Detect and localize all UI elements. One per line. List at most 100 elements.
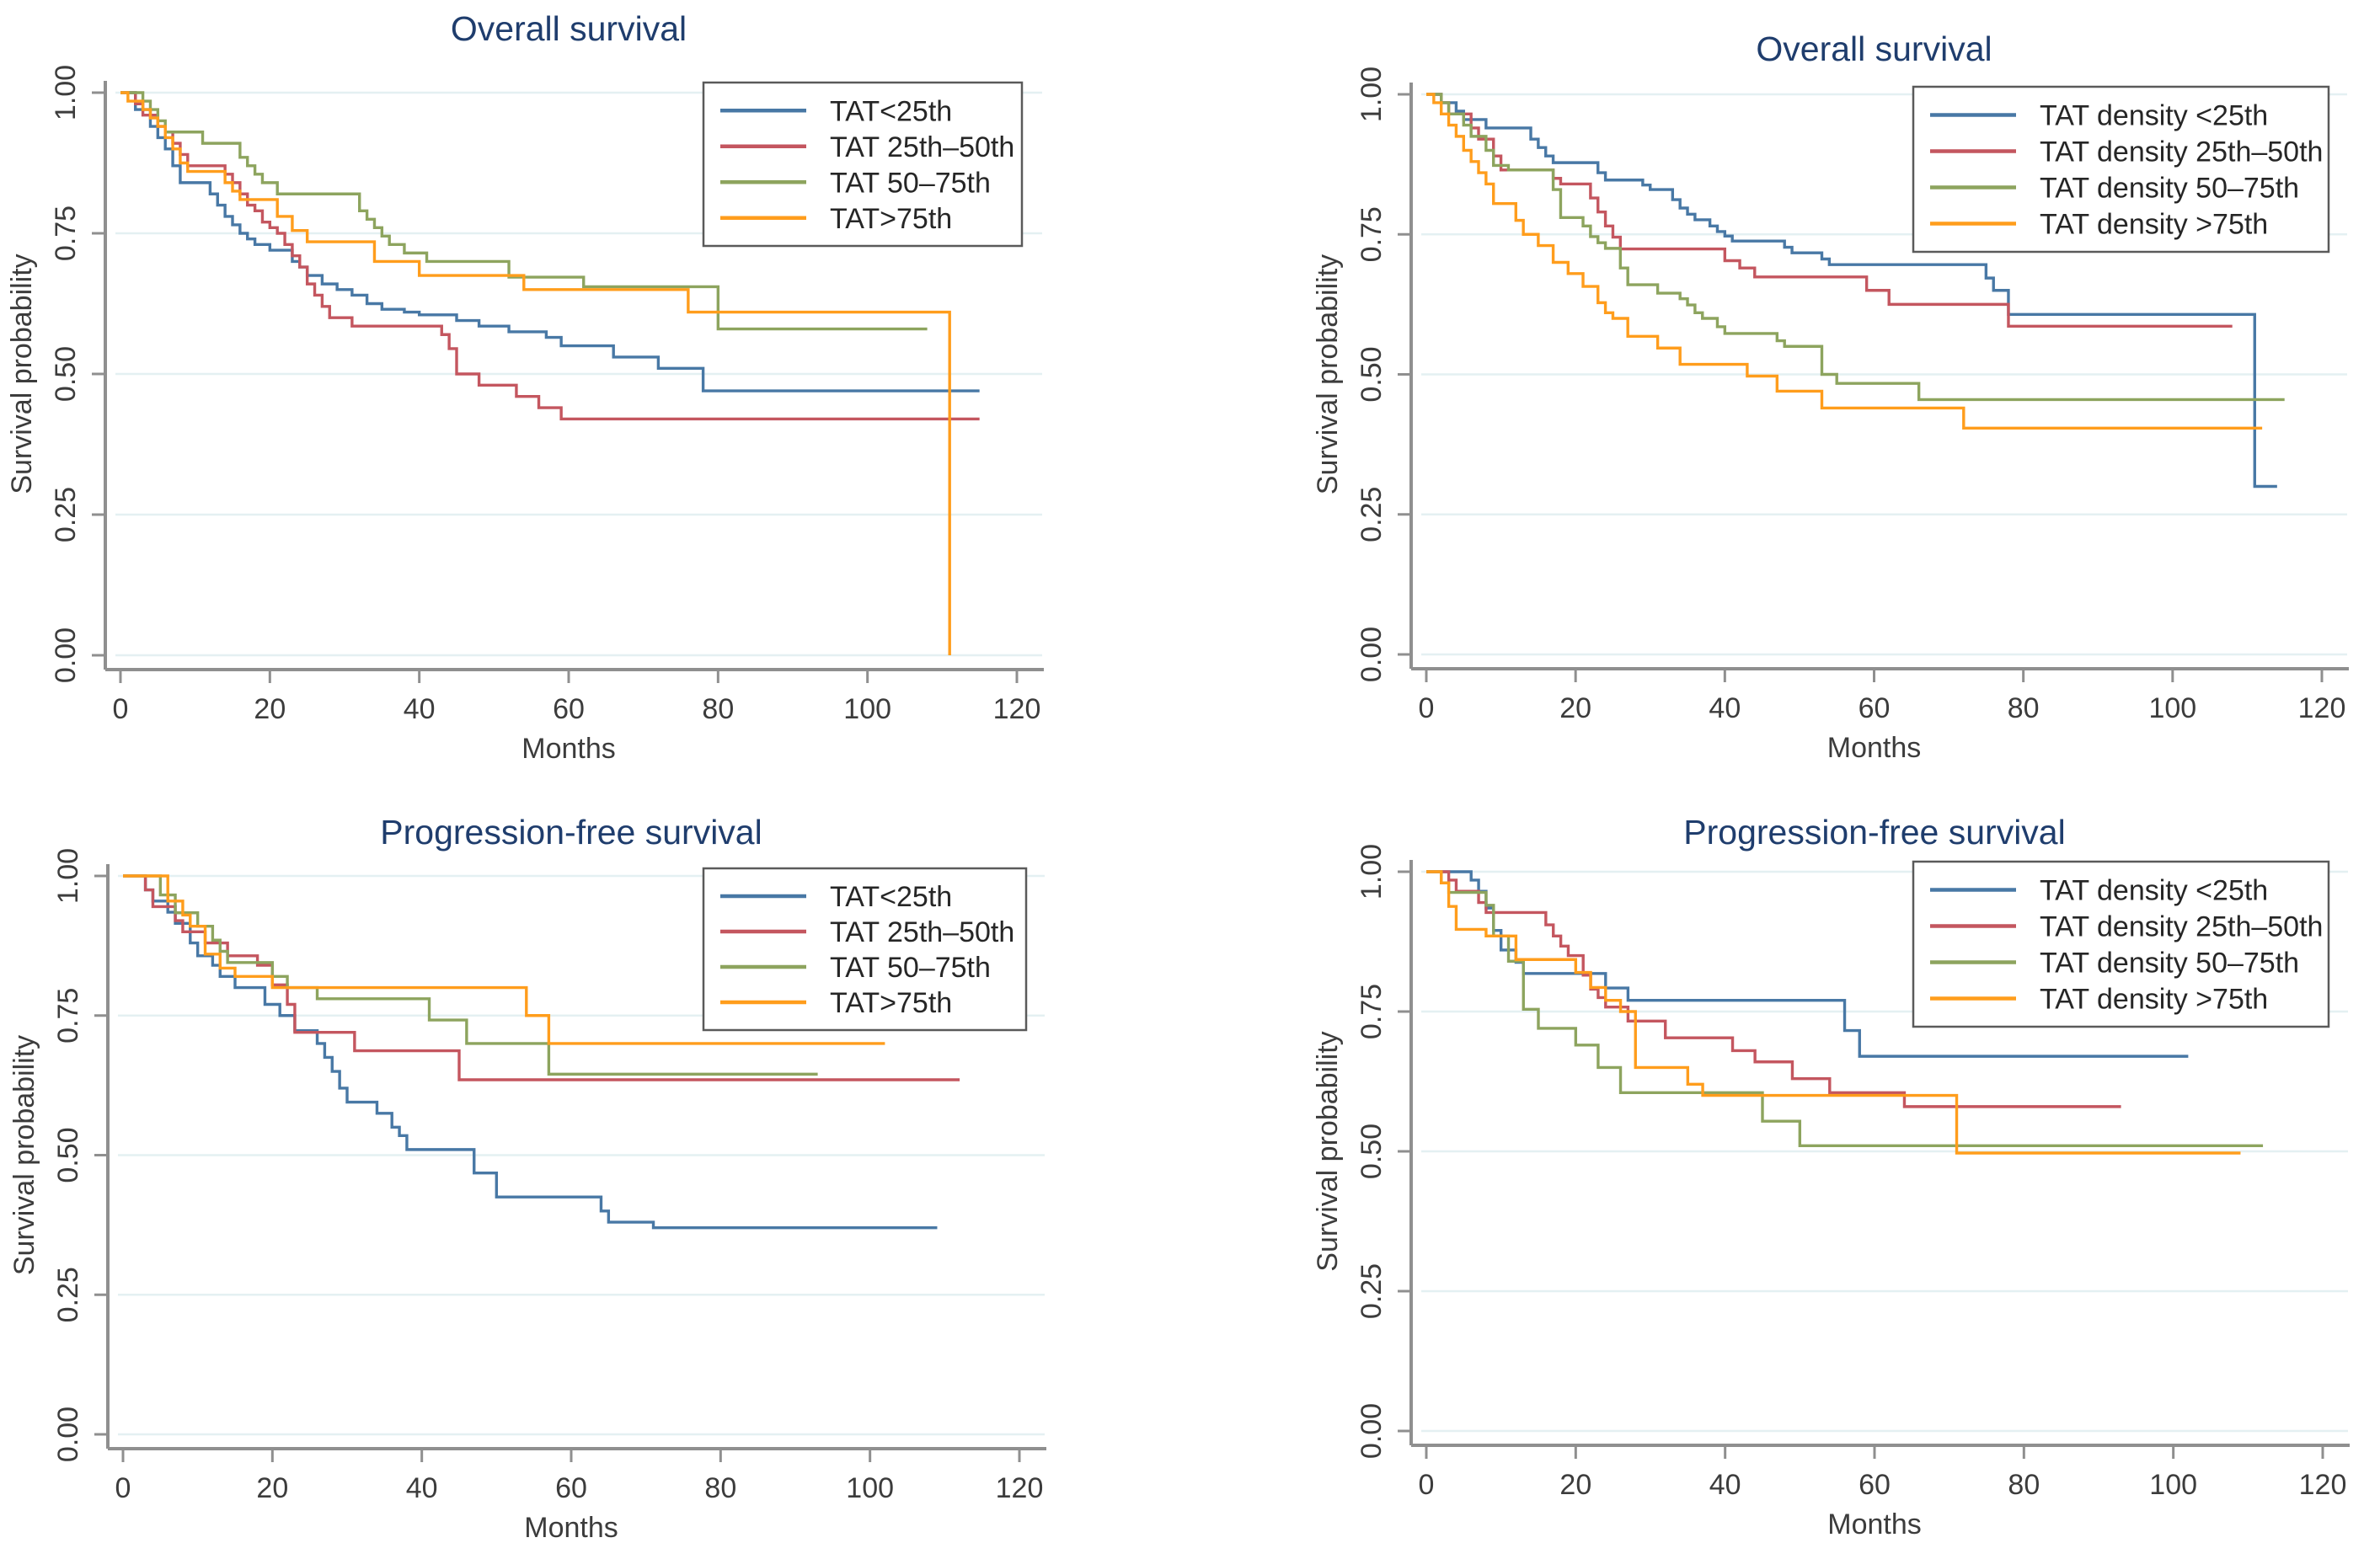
y-tick-label: 0.50 bbox=[1356, 1124, 1388, 1179]
y-tick-label: 0.00 bbox=[52, 1407, 84, 1462]
legend-label: TAT<25th bbox=[830, 881, 952, 913]
y-tick-label: 0.00 bbox=[50, 627, 82, 683]
x-tick-label: 40 bbox=[1709, 692, 1741, 724]
km-chart-os-by-tat: 0.00 0.25 0.50 0.75 1.00 0 20 40 60 80 100 120 Month… bbox=[6, 9, 1044, 765]
y-tick-label: 0.00 bbox=[1356, 1403, 1388, 1459]
x-tick-label: 100 bbox=[846, 1472, 894, 1504]
legend-item: TAT<25th bbox=[720, 95, 952, 127]
legend-item: TAT density >75th bbox=[1930, 984, 2268, 1016]
km-chart-os-by-tat-density: 0.00 0.25 0.50 0.75 1.00 0 20 40 60 80 100 120 Month… bbox=[1312, 29, 2349, 764]
panel-overall-survival-by-tat-density: 0.00 0.25 0.50 0.75 1.00 0 20 40 60 80 100 120 Month… bbox=[1190, 0, 2380, 772]
y-tick-label: 0.75 bbox=[1356, 984, 1388, 1039]
legend-item: TAT density 25th–50th bbox=[1930, 136, 2323, 168]
x-tick-label: 40 bbox=[404, 693, 436, 725]
y-tick-label: 1.00 bbox=[52, 848, 84, 904]
x-axis-label: Months bbox=[521, 733, 616, 765]
km-curve-green bbox=[123, 874, 818, 1076]
km-curve-red bbox=[1426, 93, 2233, 328]
legend-label: TAT 25th–50th bbox=[830, 916, 1014, 948]
km-chart-pfs-by-tat-density: 0.00 0.25 0.50 0.75 1.00 0 20 40 60 80 100 120 Month… bbox=[1312, 813, 2350, 1540]
legend-label: TAT>75th bbox=[830, 987, 952, 1019]
y-axis-label: Survival probability bbox=[6, 254, 38, 494]
legend: TAT<25th TAT 25th–50th TAT 50–75th TAT>75th bbox=[702, 81, 1024, 248]
y-tick-label: 1.00 bbox=[1356, 844, 1388, 900]
legend-item: TAT density 25th–50th bbox=[1930, 911, 2323, 943]
x-tick-label: 60 bbox=[1859, 692, 1891, 724]
legend-label: TAT density 25th–50th bbox=[2040, 136, 2323, 168]
legend-item: TAT 50–75th bbox=[720, 167, 991, 199]
legend: TAT density <25th TAT density 25th–50th TA… bbox=[1912, 85, 2330, 254]
x-tick-label: 20 bbox=[254, 693, 286, 725]
legend-item: TAT 25th–50th bbox=[720, 131, 1014, 163]
x-tick-label: 60 bbox=[553, 693, 585, 725]
y-tick-label: 0.25 bbox=[52, 1267, 84, 1322]
km-curve-orange bbox=[120, 91, 951, 655]
x-axis-label: Months bbox=[524, 1512, 618, 1543]
x-tick-label: 80 bbox=[702, 693, 734, 725]
x-tick-label: 120 bbox=[996, 1472, 1044, 1504]
chart-title: Progression-free survival bbox=[1683, 813, 2065, 852]
x-axis-label: Months bbox=[1827, 1508, 1922, 1540]
x-tick-label: 100 bbox=[2148, 692, 2196, 724]
x-tick-label: 0 bbox=[115, 1472, 131, 1504]
legend-item: TAT density <25th bbox=[1930, 875, 2268, 907]
panel-progression-free-survival-by-tat: 0.00 0.25 0.50 0.75 1.00 0 20 40 60 80 100 120 Month… bbox=[0, 772, 1190, 1543]
y-tick-label: 0.75 bbox=[1356, 206, 1388, 262]
y-tick-label: 0.75 bbox=[50, 206, 82, 261]
x-tick-label: 40 bbox=[1709, 1469, 1741, 1501]
legend-item: TAT 50–75th bbox=[720, 952, 991, 984]
x-tick-label: 120 bbox=[2298, 692, 2346, 724]
y-tick-label: 1.00 bbox=[1356, 67, 1388, 122]
legend-item: TAT<25th bbox=[720, 881, 952, 913]
legend-label: TAT density 50–75th bbox=[2040, 948, 2299, 980]
km-curve-green bbox=[1426, 93, 2285, 402]
legend-item: TAT density 50–75th bbox=[1930, 948, 2299, 980]
km-chart-pfs-by-tat: 0.00 0.25 0.50 0.75 1.00 0 20 40 60 80 100 120 Month… bbox=[8, 813, 1046, 1543]
x-tick-label: 0 bbox=[1419, 692, 1435, 724]
legend-label: TAT density >75th bbox=[2040, 984, 2268, 1016]
km-curve-orange bbox=[1426, 93, 2263, 430]
legend-item: TAT density 50–75th bbox=[1930, 173, 2299, 205]
legend-label: TAT 50–75th bbox=[830, 952, 991, 984]
chart-title: Overall survival bbox=[451, 9, 687, 48]
x-tick-label: 0 bbox=[1419, 1469, 1435, 1501]
y-tick-label: 0.25 bbox=[1356, 487, 1388, 542]
y-tick-label: 0.50 bbox=[52, 1127, 84, 1183]
km-curve-red bbox=[123, 874, 960, 1081]
x-tick-label: 100 bbox=[2149, 1469, 2197, 1501]
x-tick-label: 80 bbox=[2008, 1469, 2040, 1501]
km-curve-green bbox=[120, 91, 928, 331]
legend-item: TAT>75th bbox=[720, 987, 952, 1019]
legend-item: TAT>75th bbox=[720, 203, 952, 235]
panel-progression-free-survival-by-tat-density: 0.00 0.25 0.50 0.75 1.00 0 20 40 60 80 100 120 Month… bbox=[1190, 772, 2380, 1543]
x-tick-label: 0 bbox=[113, 693, 129, 725]
y-tick-label: 0.25 bbox=[50, 487, 82, 542]
y-axis-label: Survival probability bbox=[1312, 254, 1344, 494]
y-tick-label: 0.00 bbox=[1356, 627, 1388, 682]
km-curve-blue bbox=[1426, 93, 2277, 489]
panel-overall-survival-by-tat: 0.00 0.25 0.50 0.75 1.00 0 20 40 60 80 100 120 Month… bbox=[0, 0, 1190, 772]
legend-label: TAT density <25th bbox=[2040, 100, 2268, 132]
legend-label: TAT 25th–50th bbox=[830, 131, 1014, 163]
legend-label: TAT 50–75th bbox=[830, 167, 991, 199]
x-tick-label: 20 bbox=[256, 1472, 288, 1504]
y-tick-label: 0.50 bbox=[50, 346, 82, 402]
x-tick-label: 20 bbox=[1559, 1469, 1591, 1501]
x-tick-label: 60 bbox=[555, 1472, 587, 1504]
legend-item: TAT density >75th bbox=[1930, 209, 2268, 241]
km-curve-green bbox=[1426, 870, 2264, 1148]
x-tick-label: 100 bbox=[843, 693, 891, 725]
legend: TAT density <25th TAT density 25th–50th TA… bbox=[1912, 860, 2330, 1028]
x-tick-label: 40 bbox=[406, 1472, 438, 1504]
x-tick-label: 120 bbox=[993, 693, 1041, 725]
legend-label: TAT density 50–75th bbox=[2040, 173, 2299, 205]
km-curve-blue bbox=[123, 874, 938, 1230]
chart-title: Progression-free survival bbox=[380, 813, 762, 852]
legend-label: TAT>75th bbox=[830, 203, 952, 235]
legend-label: TAT<25th bbox=[830, 95, 952, 127]
y-tick-label: 0.75 bbox=[52, 988, 84, 1044]
legend-label: TAT density 25th–50th bbox=[2040, 911, 2323, 943]
km-curve-orange bbox=[1426, 870, 2241, 1155]
